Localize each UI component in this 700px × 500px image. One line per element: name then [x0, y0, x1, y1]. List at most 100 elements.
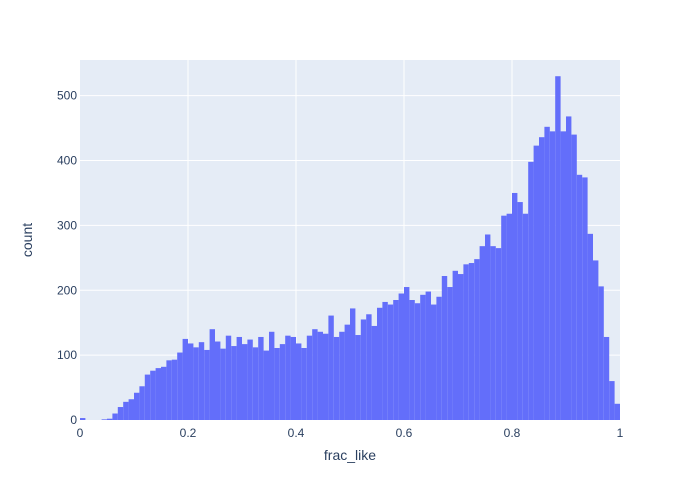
x-tick-label: 1 — [617, 426, 624, 440]
x-axis-title: frac_like — [324, 447, 376, 463]
y-tick-label: 500 — [57, 89, 77, 103]
histogram-bar — [101, 419, 107, 420]
histogram-bar — [512, 192, 518, 420]
histogram-bar — [312, 329, 318, 420]
histogram-bar — [452, 270, 458, 420]
histogram-bar — [501, 215, 507, 420]
histogram-bar — [215, 341, 221, 420]
histogram-bar — [528, 161, 534, 421]
histogram-bar — [474, 259, 480, 420]
histogram-bar — [603, 336, 610, 420]
histogram-bar — [544, 126, 550, 420]
x-tick-label: 0.2 — [180, 426, 197, 440]
histogram-bar — [366, 314, 372, 420]
histogram-bar — [344, 324, 350, 420]
histogram-bar — [188, 343, 194, 420]
histogram-bar — [306, 335, 313, 420]
histogram-bar — [166, 360, 172, 420]
histogram-bar — [144, 374, 151, 420]
histogram-bar — [193, 347, 199, 420]
histogram-bar — [582, 177, 588, 420]
histogram-bar — [609, 381, 615, 420]
histogram-bar — [463, 264, 469, 420]
histogram-bar — [533, 145, 539, 420]
histogram-bar — [458, 274, 464, 420]
histogram-bar — [155, 368, 161, 420]
histogram-bar — [339, 331, 345, 420]
histogram-bar — [204, 349, 210, 420]
histogram-bar — [549, 131, 556, 420]
histogram-bar — [404, 287, 410, 420]
histogram-bar — [431, 304, 437, 420]
histogram-bar — [252, 347, 259, 420]
histogram-bar — [269, 331, 275, 420]
y-tick-label: 0 — [70, 413, 77, 427]
histogram-bar — [225, 335, 232, 420]
histogram-bar — [117, 407, 124, 420]
histogram-bar — [593, 260, 599, 420]
histogram-bar — [522, 213, 529, 420]
histogram-bar — [220, 348, 226, 420]
histogram-bar — [614, 403, 620, 420]
histogram-bar — [495, 248, 502, 420]
histogram-bar — [393, 300, 399, 420]
histogram-bar — [479, 246, 485, 420]
histogram-bars — [80, 76, 620, 421]
histogram-bar — [571, 134, 577, 420]
histogram-bar — [371, 325, 377, 420]
x-axis-ticks: 0 0.2 0.4 0.6 0.8 1 — [77, 426, 624, 440]
histogram-bar — [414, 303, 421, 420]
x-tick-label: 0 — [77, 426, 84, 440]
histogram-bar — [350, 308, 356, 420]
histogram-bar — [258, 336, 264, 420]
histogram-bar — [409, 300, 415, 420]
histogram-bar — [355, 335, 361, 420]
histogram-bar — [171, 359, 178, 420]
y-axis-ticks: 0 100 200 300 400 500 — [57, 89, 77, 427]
histogram-bar — [360, 319, 367, 420]
histogram-bar — [441, 276, 448, 420]
histogram-bar — [576, 174, 583, 420]
histogram-bar — [598, 286, 604, 420]
x-tick-label: 0.8 — [504, 426, 521, 440]
histogram-bar — [274, 348, 280, 420]
histogram-bar — [231, 346, 237, 420]
histogram-bar — [555, 76, 561, 420]
histogram-bar — [290, 336, 296, 420]
histogram-bar — [279, 344, 286, 420]
histogram-bar — [263, 350, 269, 420]
histogram-bar — [506, 213, 512, 420]
y-axis-title: count — [19, 223, 35, 257]
histogram-bar — [128, 399, 134, 420]
histogram-bar — [134, 392, 140, 420]
histogram-bar — [107, 418, 113, 420]
histogram-bar — [139, 386, 145, 420]
histogram-bar — [242, 344, 248, 420]
histogram-bar — [333, 336, 340, 420]
histogram-bar — [517, 202, 523, 420]
histogram-bar — [198, 342, 205, 420]
y-tick-label: 400 — [57, 154, 77, 168]
histogram-bar — [447, 287, 453, 420]
histogram-bar — [377, 307, 383, 420]
histogram-bar — [301, 348, 307, 420]
histogram-bar — [123, 401, 129, 420]
histogram-bar — [425, 291, 431, 420]
histogram-bar — [323, 333, 329, 420]
histogram-bar — [328, 315, 334, 420]
histogram-bar — [177, 352, 183, 420]
y-tick-label: 300 — [57, 218, 77, 232]
histogram-bar — [285, 335, 291, 420]
histogram-bar — [150, 370, 156, 420]
histogram-bar — [209, 329, 215, 420]
y-tick-label: 200 — [57, 283, 77, 297]
histogram-bar — [80, 418, 86, 420]
histogram-bar — [485, 234, 491, 420]
histogram-bar — [468, 263, 475, 420]
histogram-bar — [420, 294, 426, 420]
histogram-bar — [247, 339, 253, 420]
y-tick-label: 100 — [57, 348, 77, 362]
histogram-bar — [398, 293, 404, 420]
histogram-bar — [539, 137, 545, 420]
